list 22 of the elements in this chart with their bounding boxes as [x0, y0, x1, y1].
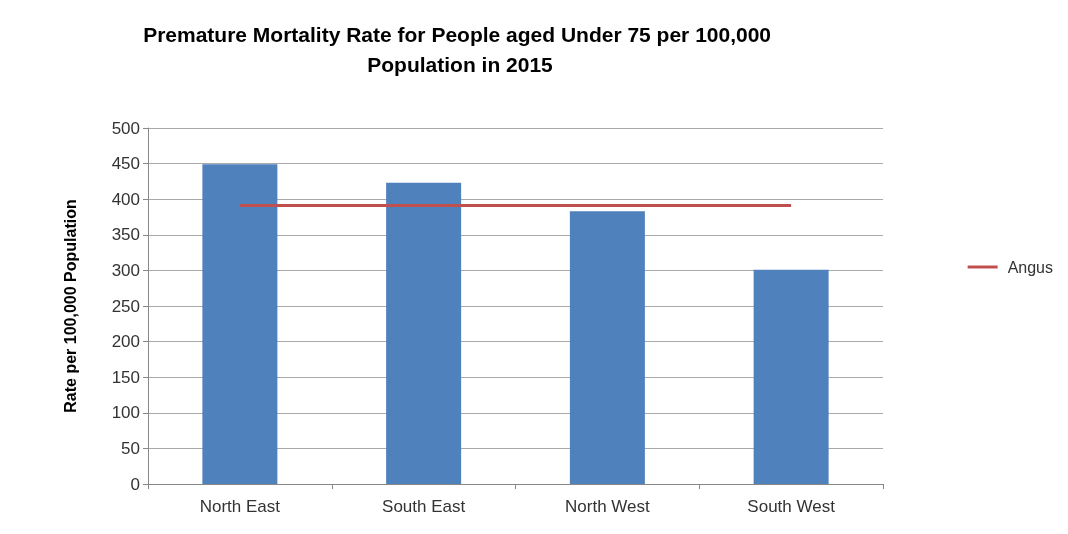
x-tick-label: South East: [382, 497, 466, 516]
y-tick-label: 50: [121, 438, 140, 458]
y-tick-label: 300: [111, 260, 140, 280]
bar: [569, 211, 645, 484]
y-tick-label: 500: [111, 118, 140, 138]
y-tick-label: 150: [111, 367, 140, 387]
y-tick-label: 450: [111, 154, 140, 174]
legend-label: Angus: [1007, 258, 1054, 276]
bar: [753, 269, 829, 484]
x-tick-label: South West: [747, 497, 836, 516]
chart-title: Premature Mortality Rate for People aged Under 75 per 100,000 Population in 2015: [143, 22, 777, 76]
bar: [386, 182, 462, 484]
x-tick-label: North West: [565, 497, 650, 516]
y-tick-label: 100: [111, 403, 140, 423]
y-tick-label: 350: [111, 225, 140, 245]
y-tick-label: 200: [111, 332, 140, 352]
y-axis-title: Rate per 100,000 Population: [61, 199, 79, 413]
y-tick-label: 0: [130, 474, 140, 494]
bar: [202, 164, 278, 484]
y-tick-label: 250: [111, 296, 140, 316]
x-tick-label: North East: [199, 497, 281, 516]
y-tick-label: 400: [111, 189, 140, 209]
